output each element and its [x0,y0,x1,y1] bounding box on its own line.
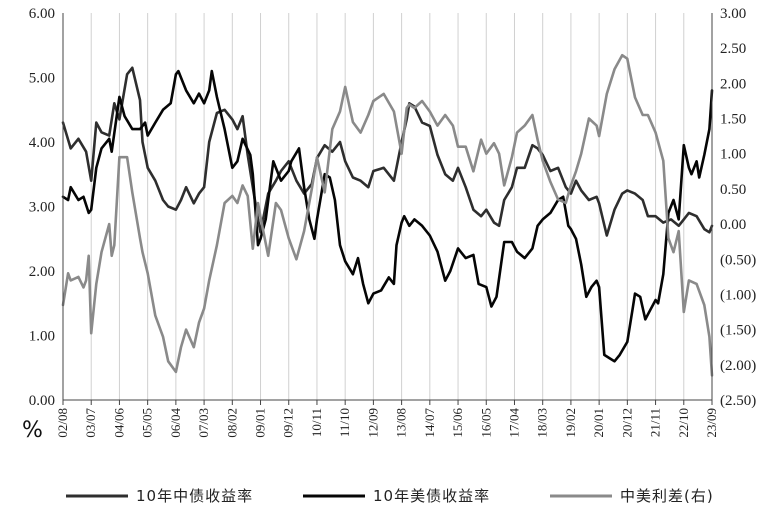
x-tick-label: 20/12 [619,408,634,438]
right-y-tick-label: 1.00 [720,147,746,163]
right-y-tick-label: (2.00) [720,358,756,374]
x-tick-label: 05/05 [140,408,155,438]
right-y-tick-label: 0.00 [720,217,746,233]
left-y-tick-label: 6.00 [29,6,55,22]
x-tick-label: 11/10 [337,408,352,437]
x-tick-label: 10/11 [309,408,324,437]
left-y-tick-label: 3.00 [29,200,55,216]
right-y-tick-label: (2.50) [720,393,756,409]
x-tick-label: 16/05 [478,408,493,438]
series-line-spread [61,53,714,377]
legend: 10年中债收益率 10年美债收益率 中美利差(右) [66,487,714,505]
right-y-tick-label: (1.50) [720,323,756,339]
left-y-tick-label: 1.00 [29,329,55,345]
right-y-tick-label: (1.00) [720,287,756,303]
x-tick-label: 19/02 [563,408,578,438]
x-tick-label: 14/07 [422,408,437,438]
left-y-tick-label: 5.00 [29,71,55,87]
x-tick-label: 04/06 [111,408,126,438]
left-y-tick-label: 0.00 [29,393,55,409]
right-y-tick-label: (0.50) [720,252,756,268]
x-tick-label: 03/07 [83,408,98,438]
series-line-us [61,69,714,363]
x-tick-label: 06/04 [168,408,183,438]
x-tick-label: 09/12 [281,408,296,438]
right-y-tick-label: 3.00 [720,6,746,22]
x-tick-label: 07/03 [196,408,211,438]
x-tick-label: 22/10 [676,408,691,438]
x-tick-label: 15/06 [450,408,465,438]
legend-label: 中美利差(右) [620,487,714,505]
right-y-tick-label: 0.50 [720,182,746,198]
x-tick-label: 17/04 [506,408,521,438]
x-tick-label: 21/11 [648,408,663,437]
legend-label: 10年中债收益率 [136,487,253,505]
x-tick-label: 12/09 [365,408,380,438]
x-tick-label: 23/09 [704,408,719,438]
x-tick-label: 02/08 [55,408,70,438]
right-y-tick-label: 2.50 [720,41,746,57]
x-tick-label: 18/03 [535,408,550,438]
unit-label: % [22,418,43,443]
series-lines [61,53,714,377]
vertical-gridlines [90,13,685,400]
right-y-tick-label: 2.00 [720,76,746,92]
x-tick-label: 13/08 [394,408,409,438]
x-tick-label: 08/02 [224,408,239,438]
series-line-china [61,66,714,237]
x-tick-label: 09/01 [253,408,268,438]
axes: 02/08 03/07 04/06 05/05 06/04 07/03 08/02 09/01… [29,6,757,438]
x-tick-label: 20/01 [591,408,606,438]
right-y-tick-label: 1.50 [720,112,746,128]
legend-label: 10年美债收益率 [373,487,490,505]
left-y-tick-label: 4.00 [29,135,55,151]
left-y-tick-label: 2.00 [29,264,55,280]
